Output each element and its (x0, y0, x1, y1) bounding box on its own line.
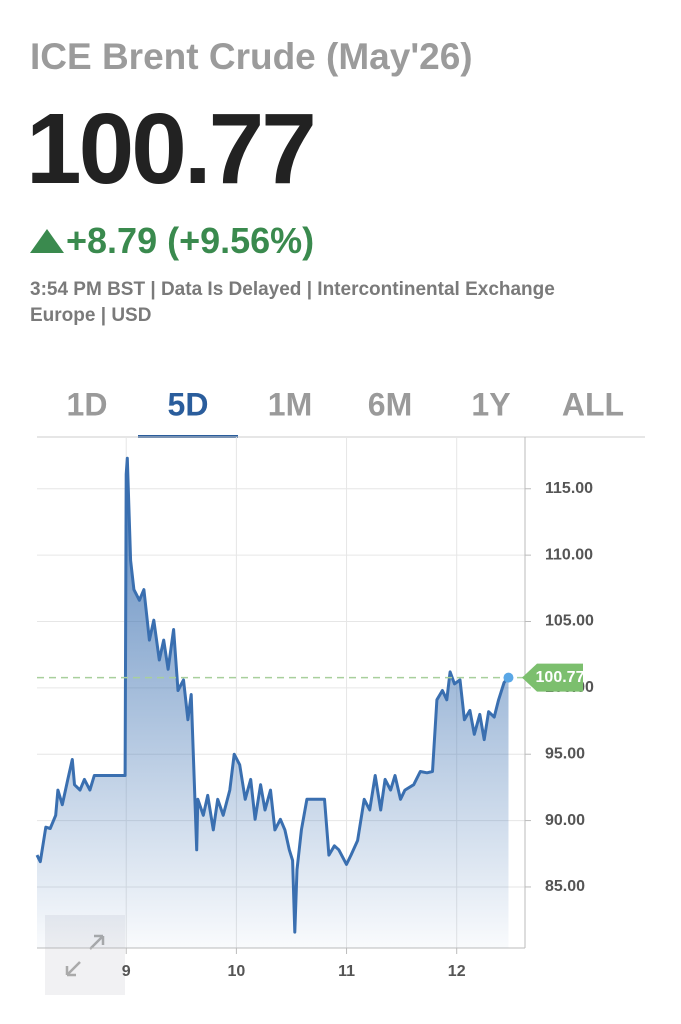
last-value-label: 100.77 (536, 669, 585, 686)
y-tick-label: 85.00 (545, 878, 585, 895)
last-point (503, 672, 514, 683)
tab[interactable]: 1M (268, 386, 312, 422)
y-tick-label: 110.00 (545, 546, 593, 563)
up-arrow (30, 229, 64, 253)
last-value-tag (522, 663, 583, 692)
area (37, 458, 509, 948)
y-tick-label: 90.00 (545, 812, 585, 829)
y-tick-label: 115.00 (545, 480, 593, 497)
tab[interactable]: 6M (368, 386, 412, 422)
title: ICE Brent Crude (May'26) (30, 36, 473, 77)
tab[interactable]: 1D (67, 386, 108, 422)
y-tick-label: 105.00 (545, 613, 594, 630)
y-tick-label: 95.00 (545, 745, 585, 762)
tab[interactable]: ALL (562, 386, 624, 422)
tab[interactable]: 1Y (471, 386, 510, 422)
x-tick-label: 10 (227, 963, 245, 980)
info: 3:54 PM BST | Data Is Delayed | Intercon… (30, 279, 555, 326)
line (35, 456, 510, 934)
tab[interactable]: 5D (168, 386, 209, 422)
x-tick-label: 11 (338, 963, 355, 980)
x-tick-label: 9 (122, 963, 131, 980)
x-tick-label: 12 (448, 963, 466, 980)
price: 100.77 (26, 93, 317, 205)
change: +8.79 (+9.56%) (66, 220, 315, 261)
